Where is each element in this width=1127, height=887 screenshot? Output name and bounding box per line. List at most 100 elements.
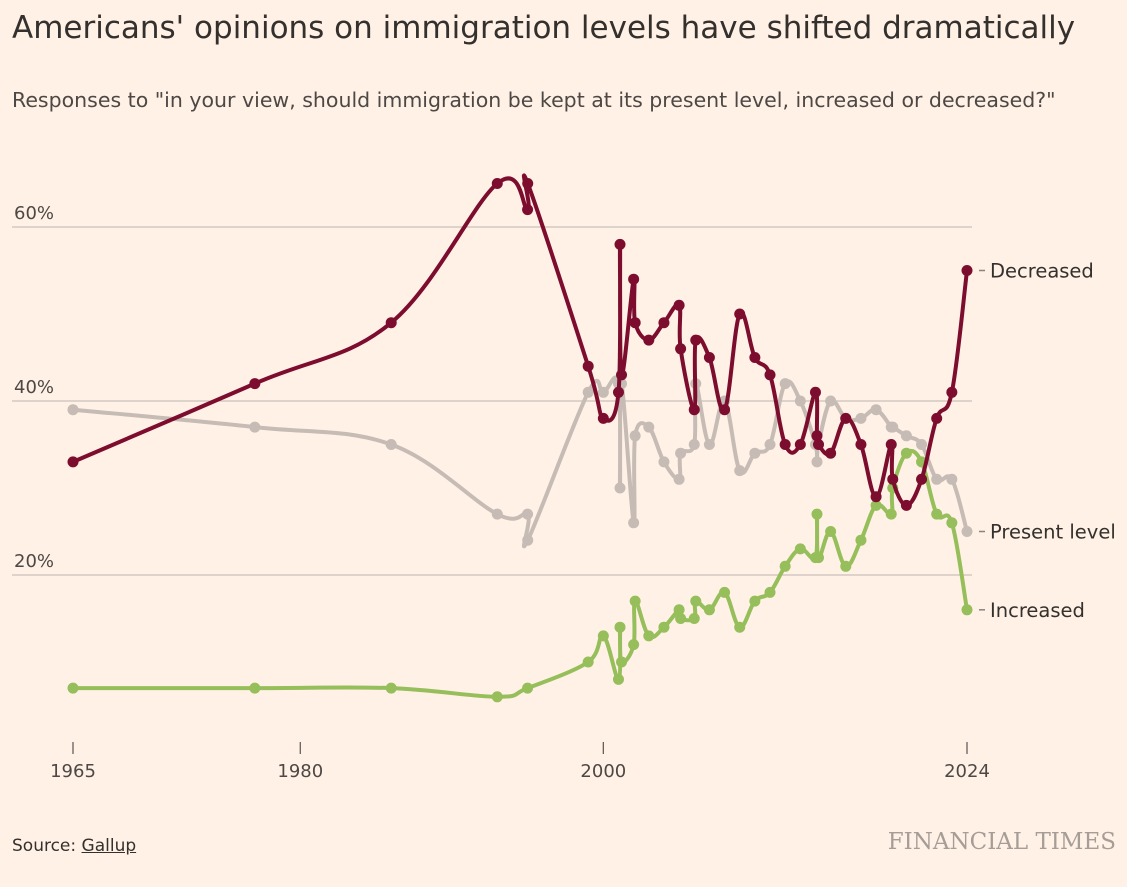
data-point-decreased bbox=[67, 456, 79, 468]
source-link[interactable]: Gallup bbox=[81, 836, 137, 856]
data-point-decreased bbox=[522, 204, 534, 216]
data-point-increased bbox=[813, 552, 825, 564]
data-point-present bbox=[249, 421, 261, 433]
source-label: Source: bbox=[12, 836, 77, 856]
data-point-present bbox=[385, 439, 397, 450]
data-point-present bbox=[597, 386, 609, 398]
data-point-present bbox=[673, 473, 685, 485]
data-point-decreased bbox=[690, 334, 702, 346]
data-point-increased bbox=[249, 682, 261, 694]
chart-subtitle: Responses to "in your view, should immig… bbox=[12, 88, 1056, 112]
data-point-increased bbox=[688, 613, 700, 624]
data-point-increased bbox=[612, 673, 624, 685]
series-label-increased: Increased bbox=[990, 599, 1085, 622]
data-point-increased bbox=[703, 604, 715, 616]
data-point-present bbox=[887, 421, 899, 433]
data-point-present bbox=[734, 465, 746, 477]
x-axis: 1965 1980 2000 2024 bbox=[50, 742, 990, 782]
data-point-increased bbox=[764, 586, 776, 598]
data-point-decreased bbox=[809, 386, 821, 398]
data-point-increased bbox=[616, 656, 628, 668]
data-point-present bbox=[522, 534, 534, 546]
data-point-increased bbox=[840, 560, 852, 572]
y-tick-label: 60% bbox=[14, 203, 54, 224]
data-point-decreased bbox=[870, 491, 882, 503]
data-point-increased bbox=[690, 595, 702, 607]
data-point-increased bbox=[779, 560, 791, 572]
source-note: Source: Gallup bbox=[12, 836, 136, 856]
data-point-decreased bbox=[643, 334, 655, 346]
data-point-increased bbox=[734, 621, 746, 633]
data-point-decreased bbox=[855, 439, 867, 450]
grid-lines: 20% 40% 60% bbox=[12, 203, 972, 576]
data-point-decreased bbox=[629, 317, 641, 329]
data-point-increased bbox=[628, 639, 640, 651]
data-point-present bbox=[794, 395, 806, 407]
chart-title: Americans' opinions on immigration level… bbox=[12, 10, 1076, 46]
data-point-decreased bbox=[491, 178, 503, 189]
data-point-present bbox=[658, 456, 670, 468]
data-point-decreased bbox=[616, 369, 628, 381]
data-point-present bbox=[67, 404, 79, 416]
data-point-decreased bbox=[885, 439, 897, 450]
x-tick-label: 1965 bbox=[50, 761, 96, 782]
data-point-increased bbox=[885, 508, 897, 520]
data-point-present bbox=[749, 447, 761, 459]
data-point-present bbox=[855, 412, 867, 424]
data-point-present bbox=[900, 430, 912, 442]
data-point-increased bbox=[900, 447, 912, 459]
series-decreased bbox=[67, 173, 973, 511]
data-point-decreased bbox=[813, 439, 825, 450]
data-point-increased bbox=[870, 499, 882, 511]
data-point-increased bbox=[582, 656, 594, 668]
data-point-present bbox=[916, 439, 928, 450]
data-point-decreased bbox=[703, 352, 715, 363]
data-point-present bbox=[582, 386, 594, 398]
data-point-decreased bbox=[614, 238, 626, 250]
data-point-decreased bbox=[779, 439, 791, 450]
data-point-increased bbox=[385, 682, 397, 694]
data-point-decreased bbox=[688, 404, 700, 416]
data-point-increased bbox=[643, 630, 655, 642]
data-point-present bbox=[779, 378, 791, 390]
data-point-present bbox=[870, 404, 882, 416]
data-point-increased bbox=[719, 586, 731, 598]
data-point-decreased bbox=[628, 273, 640, 285]
x-tick-label: 1980 bbox=[277, 761, 323, 782]
data-point-present bbox=[629, 430, 641, 442]
data-point-increased bbox=[749, 595, 761, 607]
data-point-increased bbox=[855, 534, 867, 546]
series-lines bbox=[67, 173, 973, 703]
data-point-decreased bbox=[794, 439, 806, 450]
series-label-decreased: Decreased bbox=[990, 260, 1094, 283]
data-point-decreased bbox=[673, 299, 685, 311]
data-point-decreased bbox=[749, 352, 761, 363]
data-point-increased bbox=[491, 691, 503, 703]
data-point-present bbox=[764, 439, 776, 450]
data-point-present bbox=[946, 473, 958, 485]
data-point-decreased bbox=[582, 360, 594, 372]
series-present bbox=[67, 375, 973, 549]
data-point-present bbox=[688, 439, 700, 450]
x-tick-label: 2000 bbox=[580, 761, 626, 782]
data-point-present bbox=[522, 508, 534, 520]
series-increased bbox=[67, 447, 973, 703]
series-label-present: Present level bbox=[990, 521, 1116, 544]
data-point-decreased bbox=[931, 412, 943, 424]
data-point-present bbox=[931, 473, 943, 485]
data-point-decreased bbox=[658, 317, 670, 329]
data-point-increased bbox=[825, 526, 837, 537]
data-point-decreased bbox=[597, 412, 609, 424]
data-point-increased bbox=[629, 595, 641, 607]
data-point-present bbox=[675, 447, 687, 459]
data-point-present bbox=[614, 482, 626, 494]
financial-times-logo: FINANCIAL TIMES bbox=[887, 829, 1116, 855]
data-point-increased bbox=[794, 543, 806, 555]
data-point-present bbox=[643, 421, 655, 433]
data-point-increased bbox=[614, 621, 626, 633]
data-point-increased bbox=[946, 517, 958, 529]
data-point-increased bbox=[811, 508, 823, 520]
data-point-decreased bbox=[916, 473, 928, 485]
data-point-decreased bbox=[612, 386, 624, 398]
